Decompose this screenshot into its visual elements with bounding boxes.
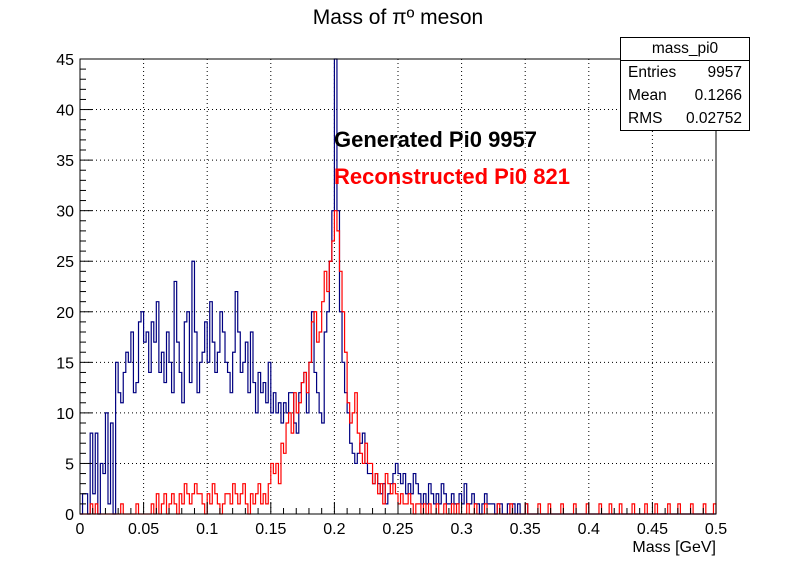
y-tick-label: 35 [56,153,74,170]
x-tick-label: 0.45 [637,521,668,538]
x-tick-label: 0.4 [578,521,600,538]
y-tick-label: 15 [56,355,74,372]
x-tick-label: 0.1 [196,521,218,538]
reconstructed-annotation: Reconstructed Pi0 821 [334,164,570,189]
stats-rms-label: RMS [628,110,663,127]
stats-row-entries: Entries 9957 [621,61,749,84]
x-tick-label: 0.25 [382,521,413,538]
y-tick-label: 30 [56,204,74,221]
y-tick-label: 5 [65,456,74,473]
x-tick-label: 0.05 [128,521,159,538]
stats-mean-value: 0.1266 [694,87,742,104]
stats-rms-value: 0.02752 [685,110,742,127]
x-tick-label: 0.3 [450,521,472,538]
x-axis-label: Mass [GeV] [632,539,716,556]
generated-annotation: Generated Pi0 9957 [334,127,538,152]
x-tick-label: 0.2 [323,521,345,538]
x-tick-label: 0 [76,521,85,538]
y-tick-label: 25 [56,254,74,271]
y-tick-label: 0 [65,507,74,524]
stats-name: mass_pi0 [621,38,749,61]
x-tick-label: 0.5 [705,521,727,538]
stats-row-mean: Mean 0.1266 [621,84,749,107]
y-tick-label: 10 [56,406,74,423]
stats-row-rms: RMS 0.02752 [621,107,749,130]
y-tick-label: 45 [56,52,74,69]
y-tick-label: 20 [56,305,74,322]
stats-entries-label: Entries [628,64,677,81]
axes: 0 0.05 0.1 0.15 0.2 0.25 0.3 0.35 0.4 0.45 0.5 0 5 10… [56,52,727,538]
stats-mean-label: Mean [628,87,667,104]
stats-entries-value: 9957 [707,64,742,81]
x-tick-label: 0.35 [510,521,541,538]
stats-box: mass_pi0 Entries 9957 Mean 0.1266 RMS 0.… [620,37,750,131]
x-tick-label: 0.15 [255,521,286,538]
chart-title: Mass of πº meson [312,6,484,29]
y-tick-label: 40 [56,103,74,120]
